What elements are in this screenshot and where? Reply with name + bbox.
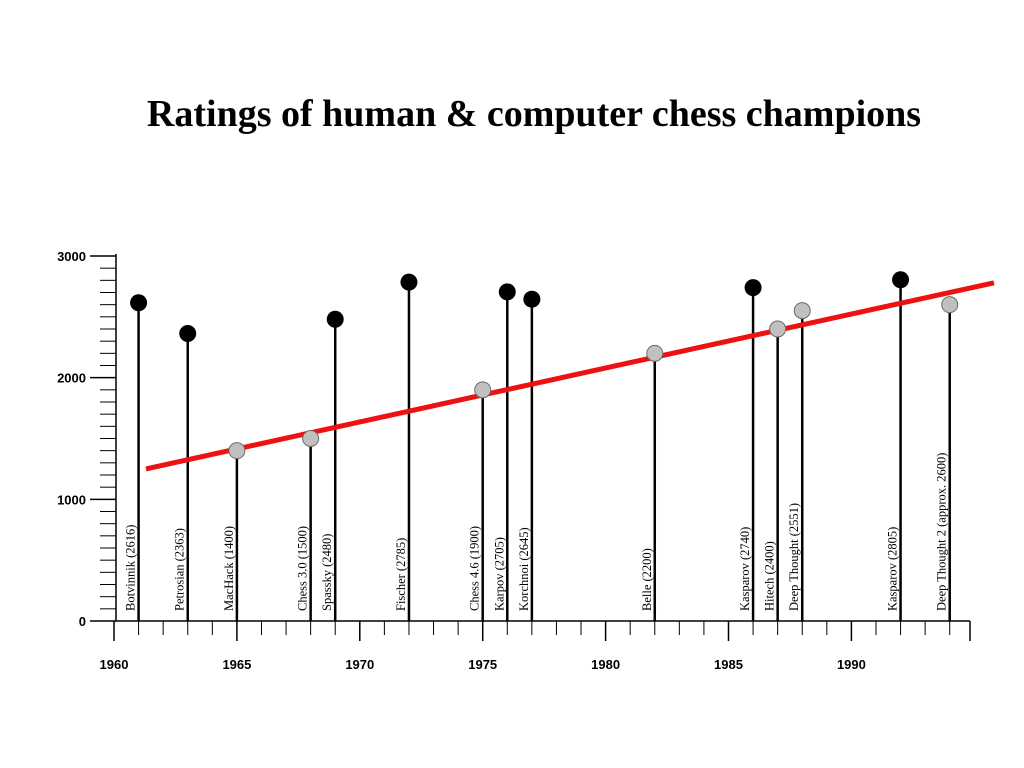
x-tick-label: 1990 [837,657,866,672]
event-label: Spassky (2480) [320,534,334,611]
event-label: Hitech (2400) [763,541,777,611]
event-label: Petrosian (2363) [173,528,187,611]
human-champion-point [498,283,516,301]
event-label: MacHack (1400) [222,526,236,611]
chart-axes: 0 1000 2000 3000 1960 1965 1970 1975 1980 1985 199… [57,249,971,672]
human-champion-point [523,290,541,308]
computer-champion-point [228,442,246,460]
slide-title: Ratings of human & computer chess champi… [146,93,922,135]
x-tick-label: 1970 [345,657,374,672]
computer-champion-point [941,296,959,314]
event-label: Kasparov (2805) [886,527,900,611]
computer-champion-point [302,430,320,447]
y-tick-label: 0 [79,614,86,629]
human-champion-point [326,310,344,328]
computer-champion-point [474,381,492,399]
computer-champion-point [793,302,811,320]
rating-stems [137,279,951,621]
event-label: Kasparov (2740) [738,527,752,611]
rating-markers [130,271,959,460]
y-tick-label: 3000 [57,249,86,264]
y-tick-label: 1000 [57,492,86,507]
trend-line [145,280,995,472]
x-tick-label: 1960 [100,657,129,672]
x-tick-label: 1975 [468,657,497,672]
x-tick-label: 1965 [222,657,251,672]
y-tick-label: 2000 [57,371,86,386]
human-champion-point [744,279,762,297]
event-label: Deep Thought 2 (approx. 2600) [935,453,949,611]
computer-champion-point [646,344,664,362]
event-label: Botvinnik (2616) [124,525,138,611]
event-label: Belle (2200) [640,548,654,611]
human-champion-point [892,271,910,289]
x-tick-label: 1985 [714,657,743,672]
event-label: Deep Thought (2551) [787,503,801,611]
event-label: Korchnoi (2645) [517,527,531,611]
event-label: Chess 4.6 (1900) [468,526,482,611]
x-tick-label: 1980 [591,657,620,672]
event-label: Fischer (2785) [394,538,408,611]
event-label: Karpov (2705) [492,537,506,611]
event-labels: Botvinnik (2616) Petrosian (2363) Spassky … [124,453,949,611]
event-label: Chess 3.0 (1500) [296,526,310,611]
human-champion-point [130,294,148,312]
trend-line-group [145,280,995,472]
human-champion-point [179,325,197,343]
computer-champion-point [769,320,787,338]
human-champion-point [400,273,418,291]
